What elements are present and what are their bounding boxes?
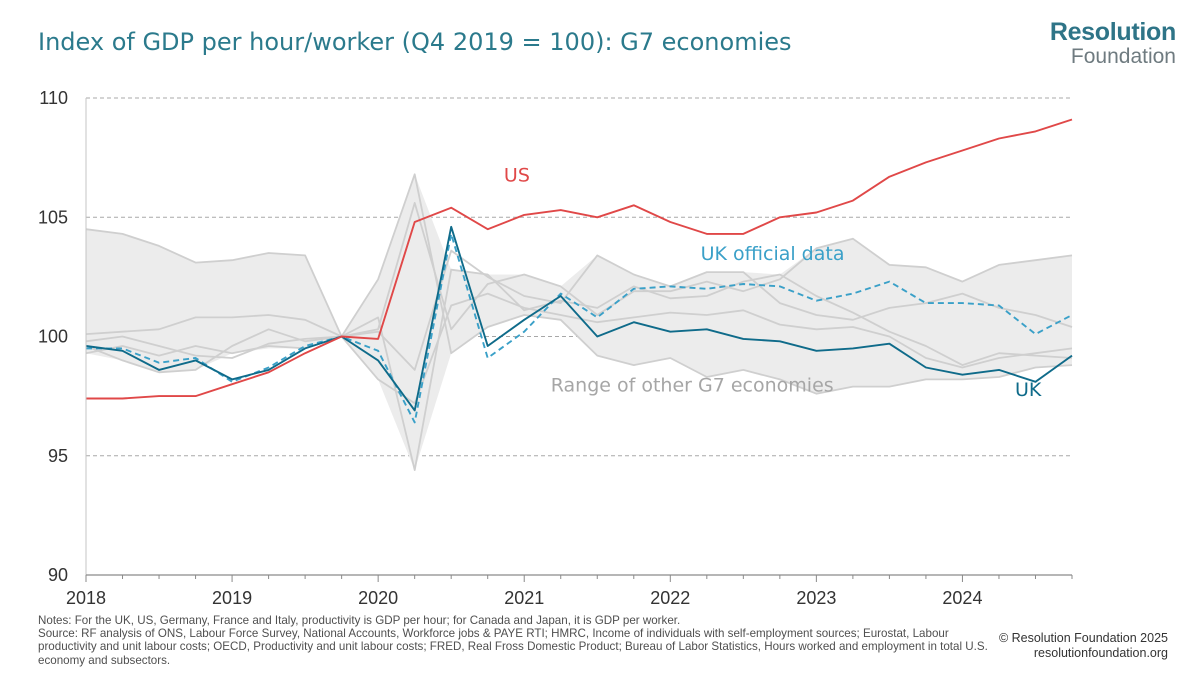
- range-band: [86, 174, 1072, 471]
- series-line-other-g7-b: [85, 249, 1073, 371]
- x-tick-label: 2020: [358, 588, 398, 608]
- line-chart: 90 95 100 105 110 2018 2019 2020 2021 2022 2023 202…: [38, 88, 1073, 608]
- series-line-other-g7-c: [85, 292, 1073, 405]
- y-tick-label: 100: [38, 327, 68, 347]
- series-line-other-g7-a: [85, 202, 1073, 338]
- series-line-uk: [85, 225, 1073, 412]
- annotation-label: US: [504, 164, 530, 186]
- annotation-label: UK official data: [701, 243, 845, 265]
- logo-line-1: Resolution: [1049, 18, 1176, 46]
- x-tick-label: 2018: [66, 588, 106, 608]
- annotation-label: Range of other G7 economies: [551, 374, 834, 396]
- copyright-text: © Resolution Foundation 2025: [998, 631, 1168, 645]
- axis-layer: 90 95 100 105 110 2018 2019 2020 2021 2022 2023 202…: [38, 88, 1073, 608]
- resolution-foundation-logo: Resolution Foundation: [1049, 18, 1176, 68]
- series-line-us: [86, 118, 1073, 400]
- y-tick-label: 90: [48, 565, 68, 585]
- series-line-other-g7-d: [85, 173, 1073, 395]
- chart-notes: Notes: For the UK, US, Germany, France a…: [38, 614, 998, 667]
- notes-text: Notes: For the UK, US, Germany, France a…: [38, 614, 681, 627]
- x-tick-label: 2024: [942, 588, 982, 608]
- x-tick-label: 2022: [650, 588, 690, 608]
- other-g7-lines-layer: [85, 173, 1073, 471]
- source-text: Source: RF analysis of ONS, Labour Force…: [38, 627, 988, 667]
- y-tick-label: 95: [48, 446, 68, 466]
- range-band-layer: [86, 174, 1072, 471]
- x-tick-label: 2021: [504, 588, 544, 608]
- annotation-label: UK: [1015, 379, 1042, 401]
- logo-line-2: Foundation: [1070, 45, 1176, 68]
- chart-title: Index of GDP per hour/worker (Q4 2019 = …: [38, 28, 792, 56]
- main-series-layer: [85, 118, 1073, 424]
- series-line-other-g7-e: [85, 268, 1073, 471]
- y-tick-label: 105: [38, 207, 68, 227]
- x-tick-label: 2019: [212, 588, 252, 608]
- y-tick-label: 110: [39, 88, 68, 108]
- chart-credits: © Resolution Foundation 2025 resolutionf…: [999, 631, 1168, 661]
- annotation-layer: US UK official data Range of other G7 econ…: [504, 164, 1042, 401]
- website-link[interactable]: resolutionfoundation.org: [1033, 646, 1168, 660]
- x-tick-label: 2023: [796, 588, 836, 608]
